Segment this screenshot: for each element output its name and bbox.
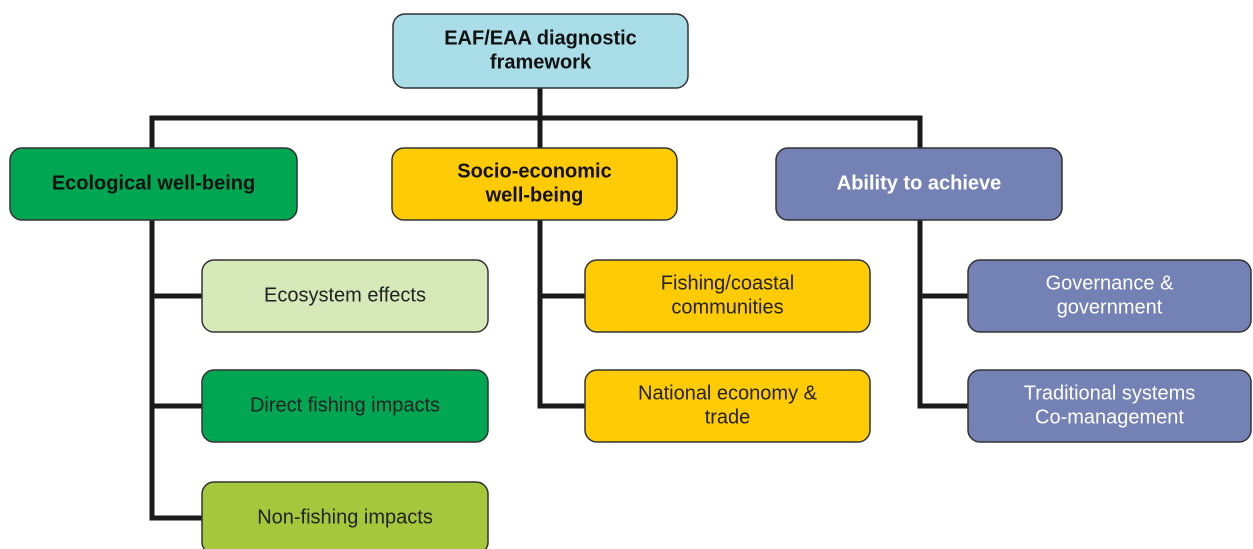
connectors bbox=[149, 88, 968, 521]
node-box bbox=[584, 369, 871, 443]
node-box bbox=[391, 147, 678, 221]
node-label: Direct fishing impacts bbox=[250, 394, 440, 416]
node: Ecological well-being bbox=[9, 147, 298, 221]
node: Ability to achieve bbox=[775, 147, 1063, 221]
node-label: communities bbox=[671, 296, 783, 318]
node-label: Co-management bbox=[1035, 406, 1184, 428]
node: National economy &trade bbox=[584, 369, 871, 443]
node-label: trade bbox=[705, 406, 751, 428]
node: Ecosystem effects bbox=[201, 259, 489, 333]
node-box bbox=[201, 259, 489, 333]
node-label: Governance & bbox=[1046, 272, 1175, 294]
node-label: Non-fishing impacts bbox=[257, 506, 433, 528]
node-box bbox=[775, 147, 1063, 221]
connector bbox=[149, 88, 923, 148]
node: Governance &government bbox=[967, 259, 1252, 333]
node-label: EAF/EAA diagnostic bbox=[444, 27, 637, 49]
node-label: National economy & bbox=[638, 382, 818, 404]
node-label: framework bbox=[490, 51, 592, 73]
node-box bbox=[967, 259, 1252, 333]
node-box bbox=[967, 369, 1252, 443]
node-label: Fishing/coastal bbox=[661, 272, 794, 294]
node-box bbox=[201, 369, 489, 443]
node-label: Socio-economic bbox=[457, 160, 611, 182]
node-box bbox=[201, 481, 489, 549]
node: Direct fishing impacts bbox=[201, 369, 489, 443]
node-label: Ecological well-being bbox=[52, 172, 255, 194]
node-label: well-being bbox=[485, 184, 584, 206]
node-label: Traditional systems bbox=[1024, 382, 1196, 404]
node-box bbox=[392, 13, 689, 89]
node-box bbox=[584, 259, 871, 333]
connector bbox=[917, 220, 968, 409]
connector bbox=[537, 220, 585, 409]
node: Non-fishing impacts bbox=[201, 481, 489, 549]
node-label: Ability to achieve bbox=[837, 172, 1002, 194]
node-box bbox=[9, 147, 298, 221]
connector bbox=[149, 220, 202, 521]
node-label: government bbox=[1057, 296, 1163, 318]
node-label: Ecosystem effects bbox=[264, 284, 426, 306]
